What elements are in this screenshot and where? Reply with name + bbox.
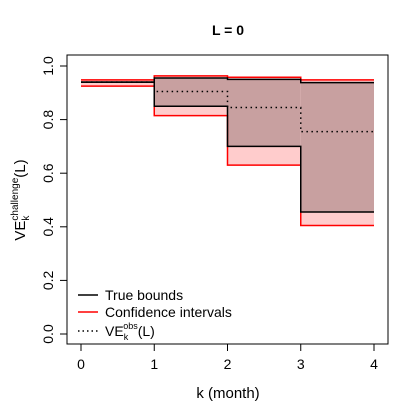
y-axis-label-base: VE: [12, 221, 29, 241]
legend: True bounds Confidence intervals VEkobs(…: [78, 287, 232, 342]
legend-label-confidence-intervals: Confidence intervals: [105, 304, 232, 320]
true-lower-line: [81, 81, 374, 213]
axes: 0 1 2 3 4 0.0 0.2 0.4 0.6 0.8 1.0: [40, 56, 378, 372]
legend-observed-sup: obs: [123, 321, 138, 331]
legend-observed-suffix: (L): [138, 323, 155, 339]
legend-observed-sub: k: [124, 332, 129, 342]
true-bounds-band-3: [300, 82, 374, 213]
band-fills: [81, 75, 374, 226]
y-tick-label-2: 0.4: [40, 217, 56, 237]
x-tick-label-1: 1: [150, 356, 158, 372]
x-tick-label-4: 4: [370, 356, 378, 372]
true-bounds-band-2: [227, 79, 301, 147]
true-bounds-band-1: [154, 78, 228, 107]
observed-line: [81, 81, 374, 133]
y-axis-label-sub: k: [21, 215, 32, 221]
x-tick-label-3: 3: [297, 356, 305, 372]
y-axis-label: VEkchallenge(L): [10, 159, 32, 240]
legend-label-true-bounds: True bounds: [105, 287, 183, 303]
legend-observed-base: VE: [105, 323, 124, 339]
y-tick-label-4: 0.8: [40, 110, 56, 130]
y-tick-label-5: 1.0: [40, 56, 56, 76]
x-axis-label: k (month): [196, 385, 259, 402]
legend-label-observed: VEkobs(L): [105, 321, 155, 342]
y-axis-label-sup: challenge: [10, 177, 21, 220]
x-tick-label-2: 2: [224, 356, 232, 372]
y-tick-label-3: 0.6: [40, 163, 56, 183]
y-tick-label-1: 0.2: [40, 270, 56, 290]
chart-title: L = 0: [212, 22, 244, 38]
ci-band-0: [81, 79, 155, 87]
x-tick-label-0: 0: [77, 356, 85, 372]
y-tick-label-0: 0.0: [40, 324, 56, 344]
step-lines: [81, 75, 374, 227]
true-upper-line: [81, 77, 374, 84]
y-axis-label-suffix: (L): [12, 159, 29, 177]
